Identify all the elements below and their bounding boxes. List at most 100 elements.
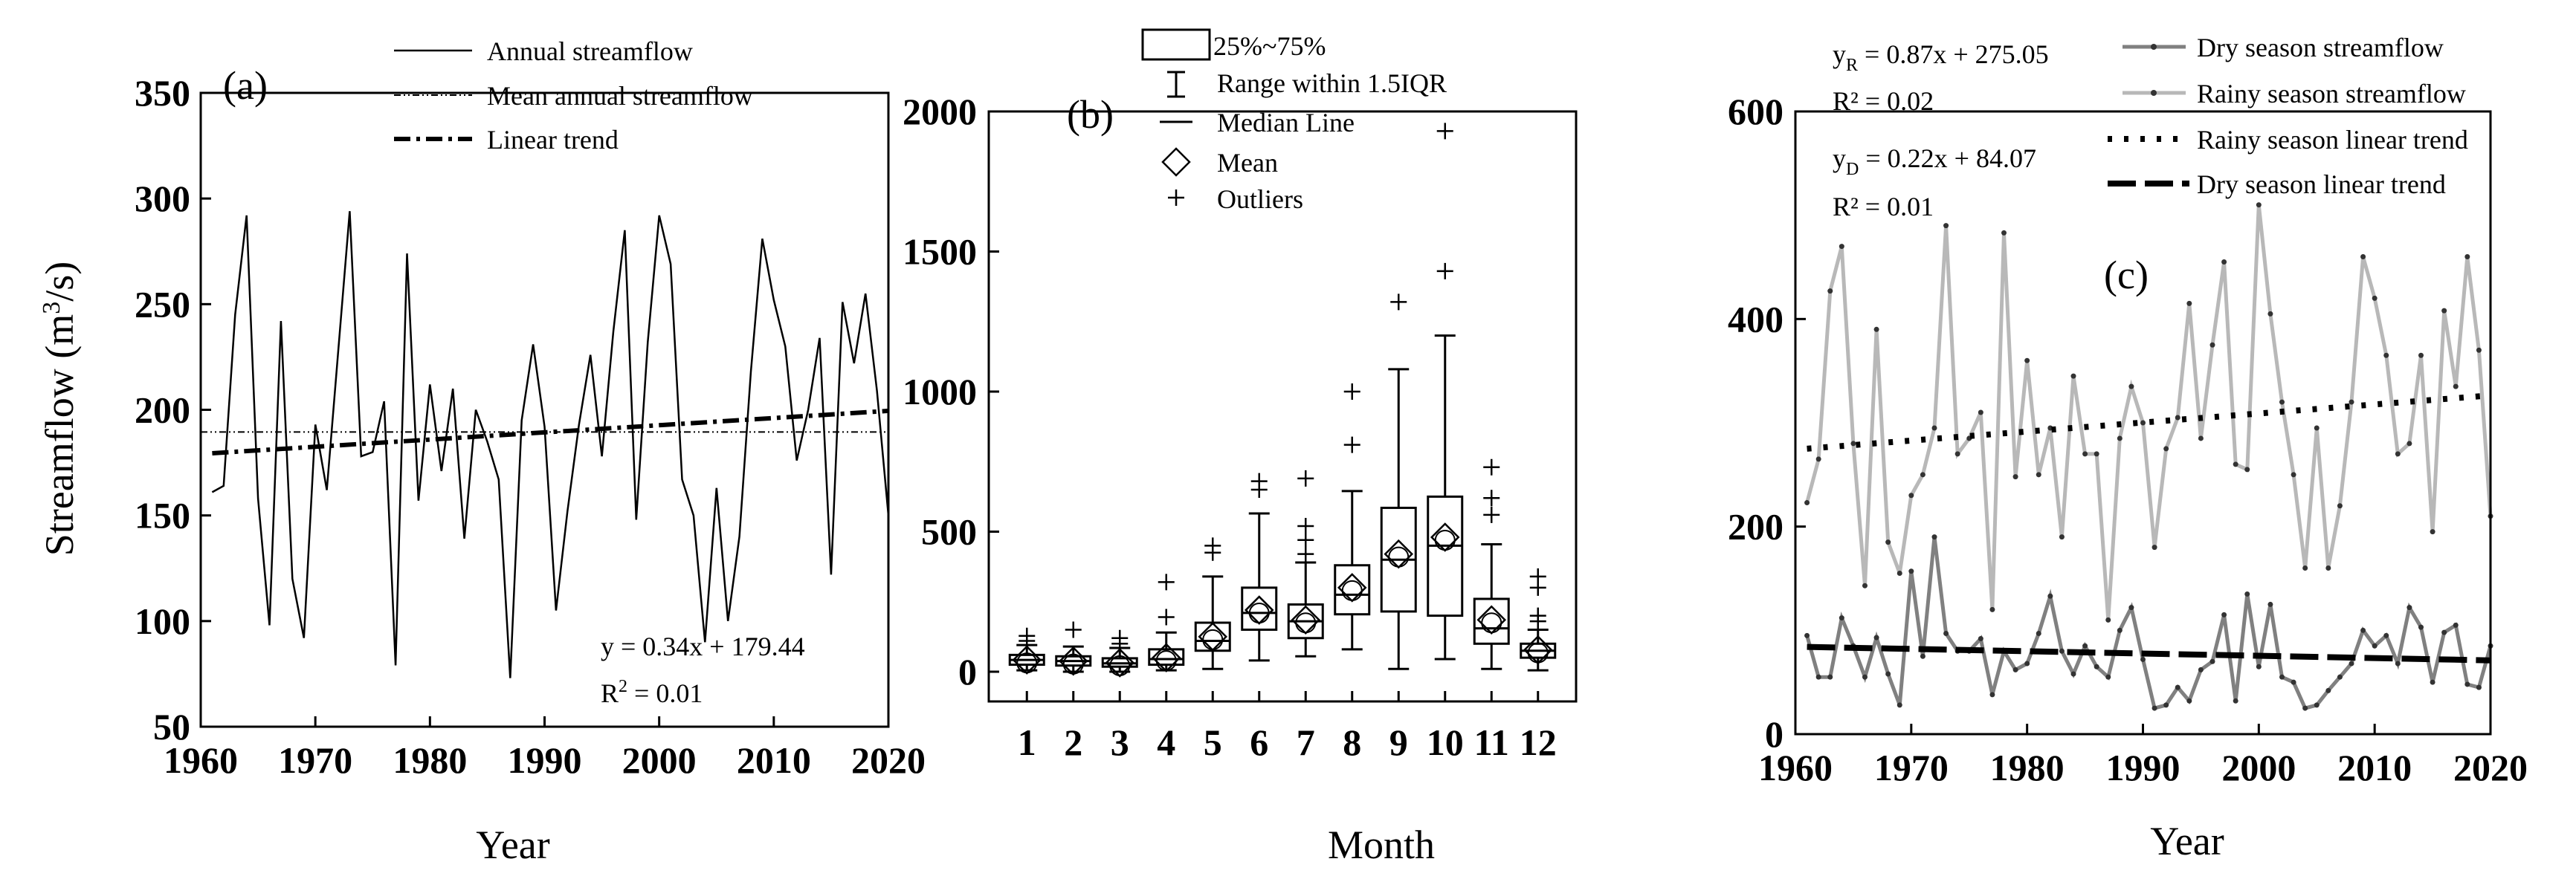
mean-circle: [1202, 629, 1224, 650]
legend-linear-trend: Linear trend: [487, 125, 619, 155]
box-month-7: [1287, 470, 1324, 658]
y-tick-label: 200: [135, 389, 190, 431]
dry-season-streamflow-point: [2464, 681, 2470, 687]
box-month-11: [1473, 458, 1510, 670]
dry-season-streamflow-point: [2059, 648, 2065, 654]
rainy-season-streamflow-point: [2209, 342, 2215, 348]
rainy-season-streamflow-point: [2036, 472, 2041, 478]
y-tick-label: 1000: [903, 371, 977, 412]
rainy-season-streamflow-point: [1850, 441, 1856, 447]
box-month-2: [1055, 621, 1092, 676]
y-tick-label: 600: [1728, 91, 1783, 132]
legend-whisker-range: Range within 1.5IQR: [1217, 68, 1447, 98]
rainy-season-streamflow-point: [2314, 425, 2320, 431]
dry-season-streamflow-point: [1815, 674, 1821, 680]
y-tick-label: 150: [135, 495, 190, 536]
dry-season-streamflow-point: [2151, 705, 2157, 711]
rainy-season-streamflow-point: [2406, 441, 2412, 447]
outlier-plus: [1390, 294, 1407, 311]
rainy-season-streamflow-point: [2360, 254, 2366, 260]
panel-b-plot-frame: [987, 110, 1578, 703]
dry-season-streamflow-point: [2140, 656, 2146, 662]
dry-season-streamflow-point: [2175, 684, 2180, 690]
rainy-season-streamflow-point: [2163, 446, 2169, 452]
rainy-season-streamflow-point: [2302, 565, 2308, 571]
rainy-season-streamflow-point: [1897, 571, 1902, 577]
dry-season-streamflow-point: [2395, 661, 2401, 667]
legend-annual-streamflow: Annual streamflow: [487, 36, 693, 66]
y-tick-label: 1500: [903, 231, 977, 273]
rainy-season-streamflow-line: [1805, 204, 2493, 620]
dry-season-streamflow-point: [2221, 612, 2227, 617]
mean-circle: [1295, 612, 1317, 634]
mean-circle: [1155, 650, 1177, 672]
rainy-season-streamflow-point: [2349, 399, 2354, 405]
legend-iqr: 25%~75%: [1213, 31, 1326, 61]
panel-a-y-axis-label: Streamflow (m3/s): [37, 262, 82, 556]
rainy-season-streamflow-point: [1827, 288, 1833, 294]
rainy-season-streamflow-point: [2001, 230, 2007, 236]
dry-season-streamflow-point: [1804, 632, 1810, 638]
box-month-12: [1520, 568, 1557, 672]
box-month-6: [1241, 473, 1278, 662]
rainy-season-streamflow-point: [1885, 539, 1891, 545]
x-tick-label: 8: [1343, 722, 1361, 763]
y-tick-label: 400: [1728, 298, 1783, 340]
rainy-season-streamflow-point: [2453, 383, 2459, 389]
dry-season-streamflow-point: [2476, 684, 2482, 690]
mean-circle: [1109, 655, 1131, 676]
rainy-season-streamflow-point: [2395, 451, 2401, 457]
dry-season-streamflow-point: [2337, 674, 2343, 680]
x-tick-label: 3: [1111, 722, 1129, 763]
x-tick-label: 7: [1297, 722, 1315, 763]
outlier-plus: [1297, 517, 1314, 534]
dry-season-streamflow-point: [2047, 593, 2053, 599]
rainy-season-streamflow-point: [2430, 529, 2435, 535]
rainy-season-streamflow-point: [2186, 300, 2192, 306]
dry-season-streamflow-point: [1839, 615, 1844, 621]
rainy-season-streamflow-point: [2221, 259, 2227, 265]
x-tick-label: 5: [1204, 722, 1222, 763]
iqr-box: [1194, 621, 1231, 652]
x-tick-label: 6: [1250, 722, 1268, 763]
dry-season-streamflow-point: [2430, 679, 2435, 685]
outlier-plus: [1529, 607, 1546, 624]
x-tick-label: 1980: [1990, 747, 2065, 788]
dry-season-streamflow-point: [2186, 698, 2192, 704]
mean-circle: [1388, 546, 1410, 568]
iqr-box: [1427, 495, 1464, 617]
x-tick-label: 1990: [508, 739, 582, 781]
legend-iqr-box-swatch: [1141, 28, 1211, 61]
dry-season-streamflow-point: [2314, 702, 2320, 708]
rainy-season-streamflow-point: [2140, 420, 2146, 426]
outlier-plus: [1297, 545, 1314, 562]
rainy-season-streamflow-point: [1943, 223, 1949, 229]
dry-season-streamflow-point: [2233, 698, 2238, 704]
panel-b-label: (b): [1067, 92, 1114, 137]
dry-season-streamflow-point: [2198, 667, 2204, 672]
dry-season-streamflow-point: [2024, 661, 2030, 667]
dry-season-streamflow-point: [2036, 631, 2041, 637]
x-tick-label: 11: [1474, 722, 1509, 763]
outlier-plus: [1297, 531, 1314, 548]
y-tick-label: 500: [921, 511, 977, 553]
rainy-season-streamflow-point: [2372, 295, 2378, 301]
legend-dry-season-streamflow: Dry season streamflow: [2197, 33, 2444, 62]
dry-season-streamflow-point: [2291, 679, 2296, 685]
rainy-season-streamflow-point: [1989, 606, 1995, 612]
rainy-season-streamflow-point: [2012, 474, 2018, 480]
rainy-season-streamflow-point: [1978, 409, 1983, 415]
panel-c-label: (c): [2104, 253, 2149, 297]
dry-season-streamflow-point: [2209, 658, 2215, 664]
dry-season-streamflow-point: [1862, 674, 1868, 680]
dry-season-streamflow-point: [1885, 671, 1891, 677]
y-tick-label: 300: [135, 178, 190, 219]
x-tick-label: 1960: [1758, 747, 1833, 788]
rainy-season-streamflow-point: [1954, 451, 1960, 457]
rainy-season-streamflow-point: [1815, 456, 1821, 462]
dry-season-streamflow-point: [1978, 636, 1983, 642]
outlier-plus: [1250, 473, 1268, 490]
box-month-10: [1427, 123, 1464, 661]
legend-median-line: Median Line: [1217, 108, 1355, 137]
